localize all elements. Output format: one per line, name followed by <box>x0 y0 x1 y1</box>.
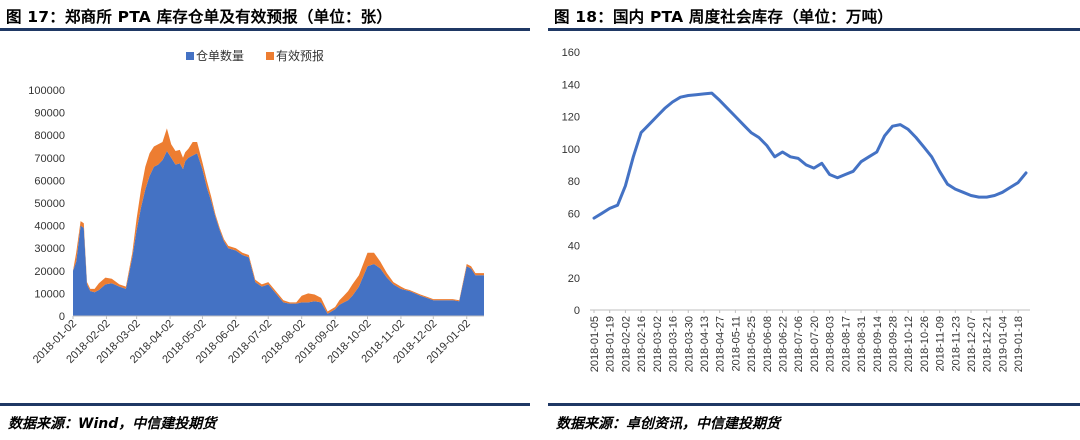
x-tick-label: 2018-01-05 <box>589 316 601 372</box>
y-tick-label: 60 <box>568 208 580 220</box>
x-tick-label: 2019-01-04 <box>997 316 1009 372</box>
x-tick-label: 2018-10-26 <box>919 316 931 372</box>
y-tick-label: 90000 <box>34 108 65 120</box>
x-tick-label: 2018-04-27 <box>715 316 727 372</box>
x-tick-label: 2018-08-17 <box>840 316 852 372</box>
y-tick-label: 20 <box>568 273 580 285</box>
inventory-series-line <box>592 91 1028 220</box>
x-tick-label: 2018-10-12 <box>903 316 915 372</box>
right-figure-panel: 图 18：国内 PTA 周度社会库存（单位：万吨） 0 20 40 60 80 100 12… <box>548 0 1080 440</box>
y-tick-label: 80000 <box>34 130 65 142</box>
y-tick-label: 10000 <box>34 288 65 300</box>
social-inventory-line-chart: 0 20 40 60 80 100 120 140 160 2018-01-05 2018-01-1… <box>562 47 1030 372</box>
y-tick-label: 0 <box>59 311 65 323</box>
y-tick-label: 40000 <box>34 221 65 233</box>
source-rule <box>548 403 1080 406</box>
x-tick-label: 2018-02-02 <box>620 316 632 372</box>
x-tick-label: 2018-03-02 <box>652 316 664 372</box>
x-tick-label: 2018-12-07 <box>966 316 978 372</box>
figure-18-source: 数据来源：卓创资讯，中信建投期货 <box>556 416 780 432</box>
x-tick-label: 2018-06-08 <box>762 316 774 372</box>
figure-17-source: 数据来源：Wind，中信建投期货 <box>8 416 217 432</box>
series-area-2 <box>73 128 484 314</box>
warehouse-receipts-area-chart: 仓单数量 有效预报 0 10000 20000 30000 40000 50000 60000 7… <box>28 48 484 366</box>
legend-label-1: 仓单数量 <box>196 48 244 63</box>
y-tick-label: 40 <box>568 241 580 253</box>
x-tick-label: 2018-11-23 <box>950 316 962 371</box>
x-tick-label: 2018-03-16 <box>668 316 680 372</box>
chart-legend: 仓单数量 有效预报 <box>186 48 324 63</box>
x-tick-label: 2019-01-18 <box>1013 316 1025 372</box>
x-tick-label: 2018-09-14 <box>872 316 884 372</box>
x-tick-label: 2018-04-13 <box>699 316 711 372</box>
legend-swatch-2 <box>266 52 274 60</box>
y-tick-label: 0 <box>574 305 580 317</box>
x-tick-label: 2018-11-09 <box>935 316 947 371</box>
x-tick-label: 2018-08-03 <box>825 316 837 372</box>
y-tick-label: 50000 <box>34 198 65 210</box>
y-tick-label: 70000 <box>34 153 65 165</box>
x-tick-label: 2018-06-22 <box>778 316 790 372</box>
series-area-1 <box>73 151 484 316</box>
source-rule <box>0 403 530 406</box>
x-tick-label: 2018-09-28 <box>887 316 899 372</box>
x-tick-label: 2018-08-31 <box>856 316 868 372</box>
x-tick-label: 2018-07-20 <box>809 316 821 372</box>
left-figure-panel: 图 17：郑商所 PTA 库存仓单及有效预报（单位：张） 仓单数量 有效预报 0 10… <box>0 0 530 440</box>
x-tick-label: 2018-05-25 <box>746 316 758 372</box>
y-tick-label: 80 <box>568 176 580 188</box>
y-tick-label: 30000 <box>34 243 65 255</box>
title-rule <box>548 28 1080 31</box>
figure-17-title: 图 17：郑商所 PTA 库存仓单及有效预报（单位：张） <box>6 8 393 26</box>
x-tick-label: 2018-12-21 <box>982 316 994 372</box>
y-tick-label: 60000 <box>34 175 65 187</box>
y-tick-label: 20000 <box>34 266 65 278</box>
y-tick-label: 160 <box>562 47 580 59</box>
figure-18-title: 图 18：国内 PTA 周度社会库存（单位：万吨） <box>554 8 893 26</box>
legend-swatch-1 <box>186 52 194 60</box>
y-tick-label: 120 <box>562 112 580 124</box>
y-tick-label: 100 <box>562 144 580 156</box>
x-tick-label: 2018-05-11 <box>730 316 742 371</box>
legend-label-2: 有效预报 <box>276 48 324 63</box>
x-tick-label: 2018-07-06 <box>793 316 805 372</box>
y-tick-label: 140 <box>562 79 580 91</box>
x-tick-label: 2018-02-16 <box>636 316 648 372</box>
x-tick-label: 2018-03-30 <box>683 316 695 372</box>
y-tick-label: 100000 <box>28 85 65 97</box>
x-tick-label: 2018-01-19 <box>605 316 617 372</box>
title-rule <box>0 28 530 31</box>
